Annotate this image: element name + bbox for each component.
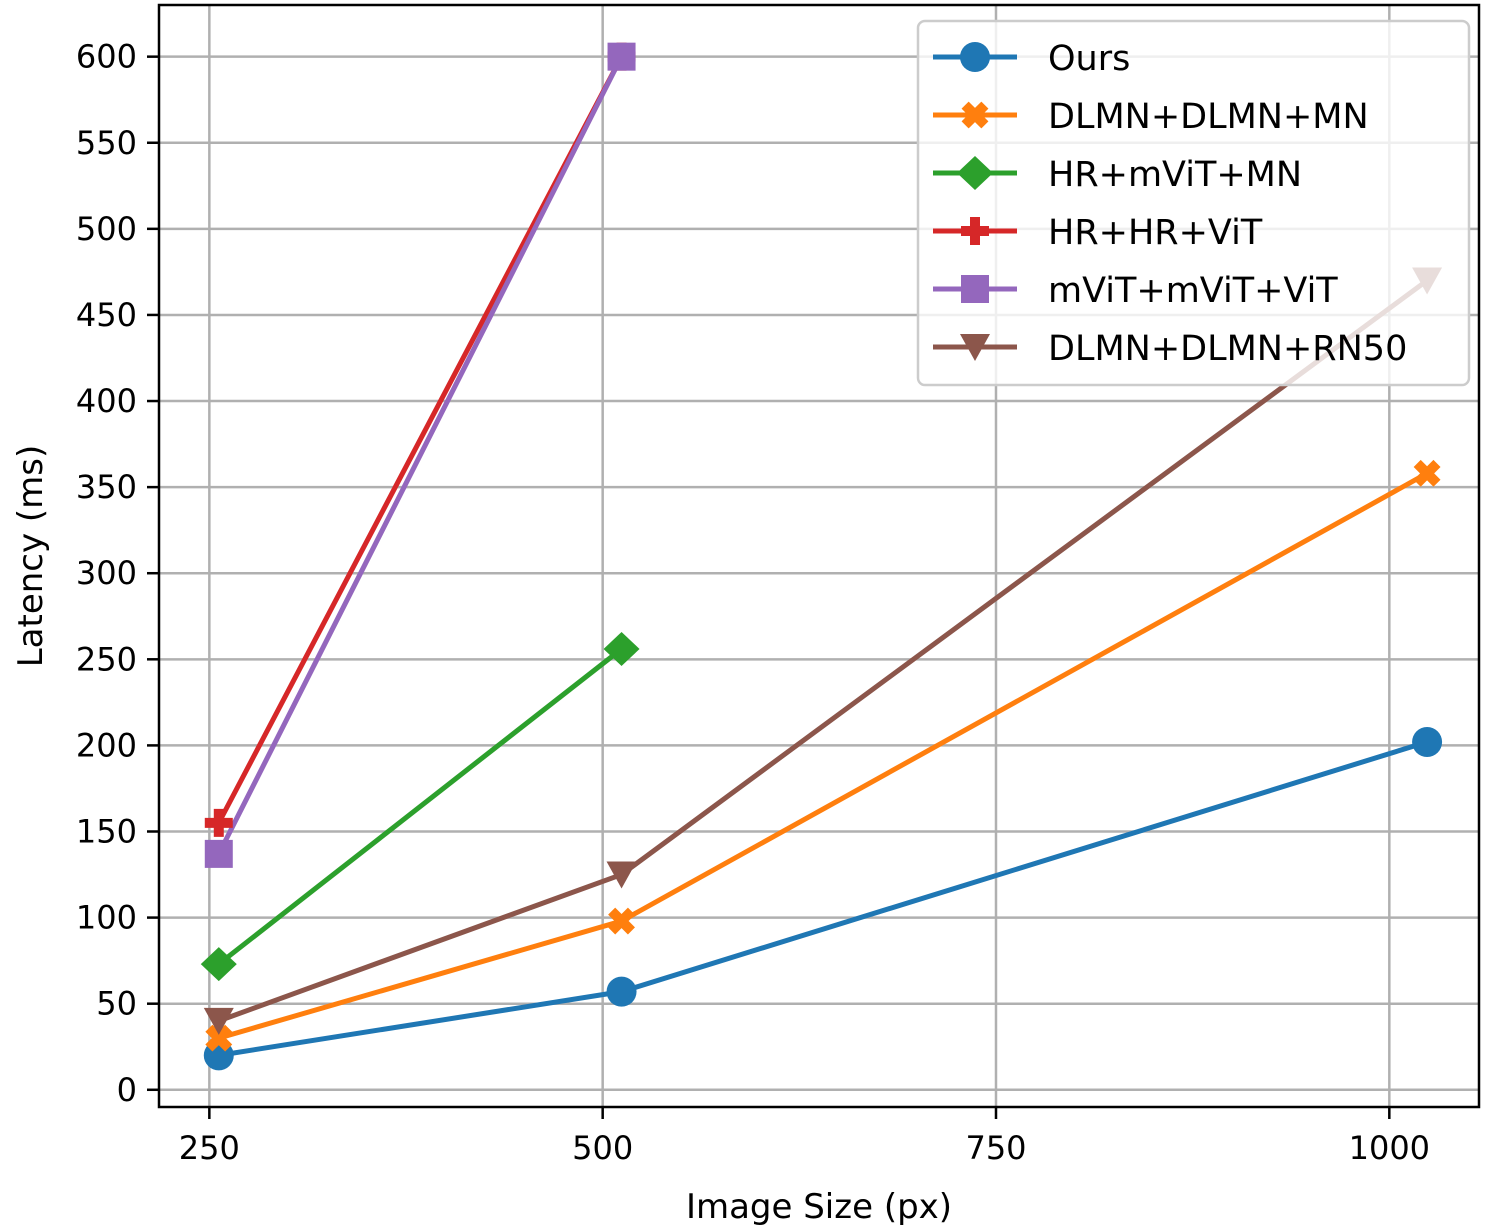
legend-marker-4	[961, 275, 989, 303]
series-1-point	[608, 907, 635, 935]
series-line-2	[216, 646, 625, 967]
legend-label-5: DLMN+DLMN+RN50	[1048, 329, 1407, 369]
series-2-point	[200, 947, 237, 982]
legend-marker-0	[960, 42, 990, 72]
y-tick-label: 600	[76, 38, 137, 76]
series-1-point	[1413, 459, 1441, 487]
y-tick-label: 100	[76, 899, 137, 937]
y-tick-label: 350	[76, 468, 137, 506]
x-axis-label: Image Size (px)	[686, 1187, 952, 1227]
series-0-point	[606, 976, 637, 1007]
x-tick-label: 500	[572, 1129, 633, 1167]
y-tick-label: 200	[76, 726, 137, 764]
legend: Ours DLMN+DLMN+MN HR+mViT+MN HR+HR+ViT mViT+…	[916, 19, 1471, 387]
y-tick-label: 500	[76, 210, 137, 248]
y-tick-label: 0	[117, 1071, 137, 1109]
legend-label-1: DLMN+DLMN+MN	[1048, 97, 1369, 137]
legend-box	[916, 19, 1471, 387]
legend-marker-2	[957, 156, 993, 190]
series-5-point	[203, 1007, 234, 1035]
axis-ticks: 250 500 750 1000 0 50 100 150 200 250 300 350 400 450…	[76, 38, 1430, 1167]
y-tick-label: 400	[76, 382, 137, 420]
legend-label-3: HR+HR+ViT	[1048, 213, 1263, 253]
legend-label-0: Ours	[1048, 39, 1130, 79]
series-2-point	[603, 631, 640, 666]
series-0-point	[1412, 726, 1443, 757]
series-line-0	[216, 739, 1430, 1058]
legend-marker-3	[961, 217, 989, 245]
y-tick-label: 250	[76, 640, 137, 678]
x-tick-label: 750	[965, 1129, 1026, 1167]
plot-area-frame	[157, 3, 1481, 1109]
series-markers	[200, 42, 1443, 1071]
series-4-point	[607, 42, 636, 71]
legend-label-4: mViT+mViT+ViT	[1048, 271, 1338, 311]
y-tick-label: 450	[76, 296, 137, 334]
legend-marker-1	[961, 101, 989, 129]
series-5-point	[606, 861, 637, 889]
y-axis-label: Latency (ms)	[11, 445, 51, 668]
y-tick-label: 150	[76, 813, 137, 851]
series-4-point	[204, 839, 233, 868]
y-tick-label: 300	[76, 554, 137, 592]
series-1-point	[205, 1024, 233, 1052]
legend-marker-5	[960, 334, 990, 361]
series-line-4	[216, 54, 625, 857]
x-tick-label: 1000	[1349, 1129, 1430, 1167]
legend-label-2: HR+mViT+MN	[1048, 155, 1302, 195]
x-tick-label: 250	[179, 1129, 240, 1167]
y-tick-label: 50	[96, 985, 137, 1023]
series-line-5	[216, 278, 1430, 1024]
series-3-point	[204, 808, 233, 837]
y-tick-label: 550	[76, 124, 137, 162]
